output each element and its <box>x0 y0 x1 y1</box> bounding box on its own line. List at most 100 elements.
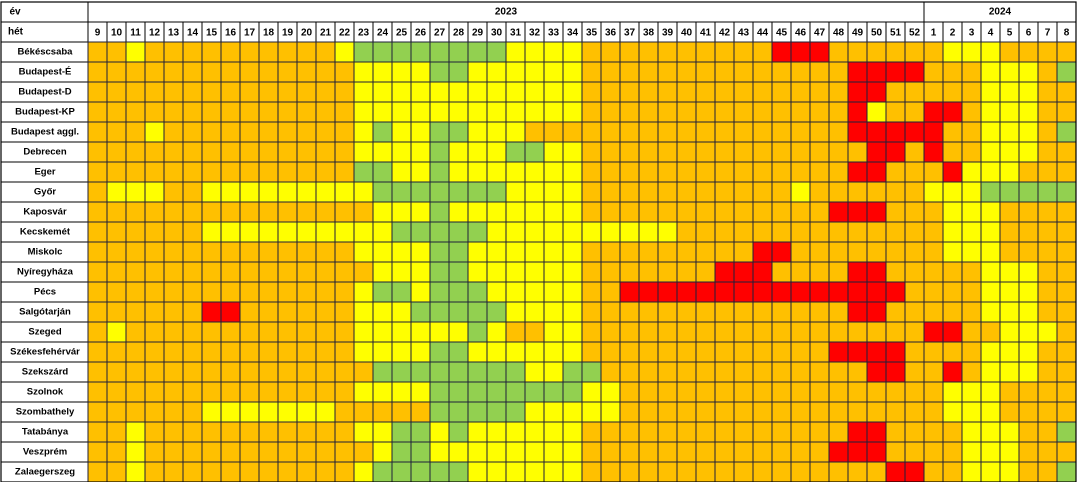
heat-cell <box>638 361 659 383</box>
heat-cell <box>771 301 792 323</box>
heat-cell <box>714 281 735 303</box>
heat-cell <box>144 241 165 263</box>
heat-cell <box>828 261 849 283</box>
heat-cell <box>144 141 165 163</box>
heat-cell <box>182 301 203 323</box>
heat-cell <box>125 61 146 83</box>
heat-cell <box>980 121 1001 143</box>
heat-cell <box>258 181 279 203</box>
heat-cell <box>904 361 925 383</box>
heat-cell <box>752 341 773 363</box>
heat-cell <box>1056 161 1077 183</box>
heat-cell <box>524 361 545 383</box>
heat-cell <box>904 281 925 303</box>
heat-cell <box>258 81 279 103</box>
heat-cell <box>942 301 963 323</box>
heat-cell <box>372 81 393 103</box>
heat-cell <box>87 201 108 223</box>
heat-cell <box>410 221 431 243</box>
heat-cell <box>942 321 963 343</box>
heat-cell <box>790 81 811 103</box>
heat-cell <box>885 441 906 463</box>
heat-cell <box>410 381 431 403</box>
heat-cell <box>733 221 754 243</box>
heat-cell <box>429 221 450 243</box>
heat-cell <box>125 381 146 403</box>
heat-cell <box>600 161 621 183</box>
heat-cell <box>676 141 697 163</box>
heat-cell <box>790 421 811 443</box>
heat-cell <box>220 341 241 363</box>
heat-cell <box>87 461 108 482</box>
heat-cell <box>448 81 469 103</box>
heat-cell <box>163 101 184 123</box>
heat-cell <box>600 201 621 223</box>
heat-cell <box>904 461 925 482</box>
heat-cell <box>315 41 336 63</box>
heat-cell <box>106 181 127 203</box>
heat-cell <box>505 81 526 103</box>
heat-cell <box>847 141 868 163</box>
heat-cell <box>657 441 678 463</box>
heat-cell <box>790 441 811 463</box>
heat-cell <box>733 461 754 482</box>
heat-cell <box>923 261 944 283</box>
heat-cell <box>828 81 849 103</box>
heat-cell <box>505 261 526 283</box>
heat-cell <box>239 81 260 103</box>
heat-cell <box>144 341 165 363</box>
heat-cell <box>676 341 697 363</box>
heat-cell <box>87 361 108 383</box>
heat-cell <box>505 361 526 383</box>
heat-cell <box>638 161 659 183</box>
heat-cell <box>923 81 944 103</box>
heat-cell <box>353 161 374 183</box>
heat-cell <box>980 461 1001 482</box>
heat-cell <box>372 301 393 323</box>
heat-cell <box>600 121 621 143</box>
heat-cell <box>600 181 621 203</box>
heat-cell <box>106 141 127 163</box>
heat-cell <box>771 341 792 363</box>
heat-cell <box>904 41 925 63</box>
heat-cell <box>866 421 887 443</box>
heat-cell <box>866 61 887 83</box>
city-label: Szeged <box>28 327 61 338</box>
heat-cell <box>1037 81 1058 103</box>
heat-cell <box>543 421 564 443</box>
heat-cell <box>980 421 1001 443</box>
heat-cell <box>790 341 811 363</box>
heat-cell <box>505 181 526 203</box>
heat-cell <box>448 461 469 482</box>
heat-cell <box>600 441 621 463</box>
heat-cell <box>391 161 412 183</box>
heat-cell <box>182 101 203 123</box>
year-header-label: év <box>9 7 21 18</box>
heat-cell <box>676 181 697 203</box>
heat-cell <box>790 101 811 123</box>
heat-cell <box>1056 361 1077 383</box>
heat-cell <box>904 141 925 163</box>
heat-cell <box>1056 141 1077 163</box>
city-label: Eger <box>34 167 55 178</box>
heat-cell <box>277 441 298 463</box>
heat-cell <box>676 261 697 283</box>
heat-cell <box>258 141 279 163</box>
heat-cell <box>714 421 735 443</box>
heat-cell <box>885 261 906 283</box>
heat-cell <box>486 81 507 103</box>
heat-cell <box>220 81 241 103</box>
heat-cell <box>961 441 982 463</box>
heat-cell <box>581 441 602 463</box>
heat-cell <box>353 61 374 83</box>
heat-cell <box>562 61 583 83</box>
heat-cell <box>1037 141 1058 163</box>
heat-cell <box>239 61 260 83</box>
heat-cell <box>828 421 849 443</box>
heat-cell <box>201 341 222 363</box>
heat-cell <box>619 181 640 203</box>
heat-cell <box>144 161 165 183</box>
week-label: 28 <box>453 28 465 39</box>
heat-cell <box>1018 281 1039 303</box>
heat-cell <box>87 181 108 203</box>
